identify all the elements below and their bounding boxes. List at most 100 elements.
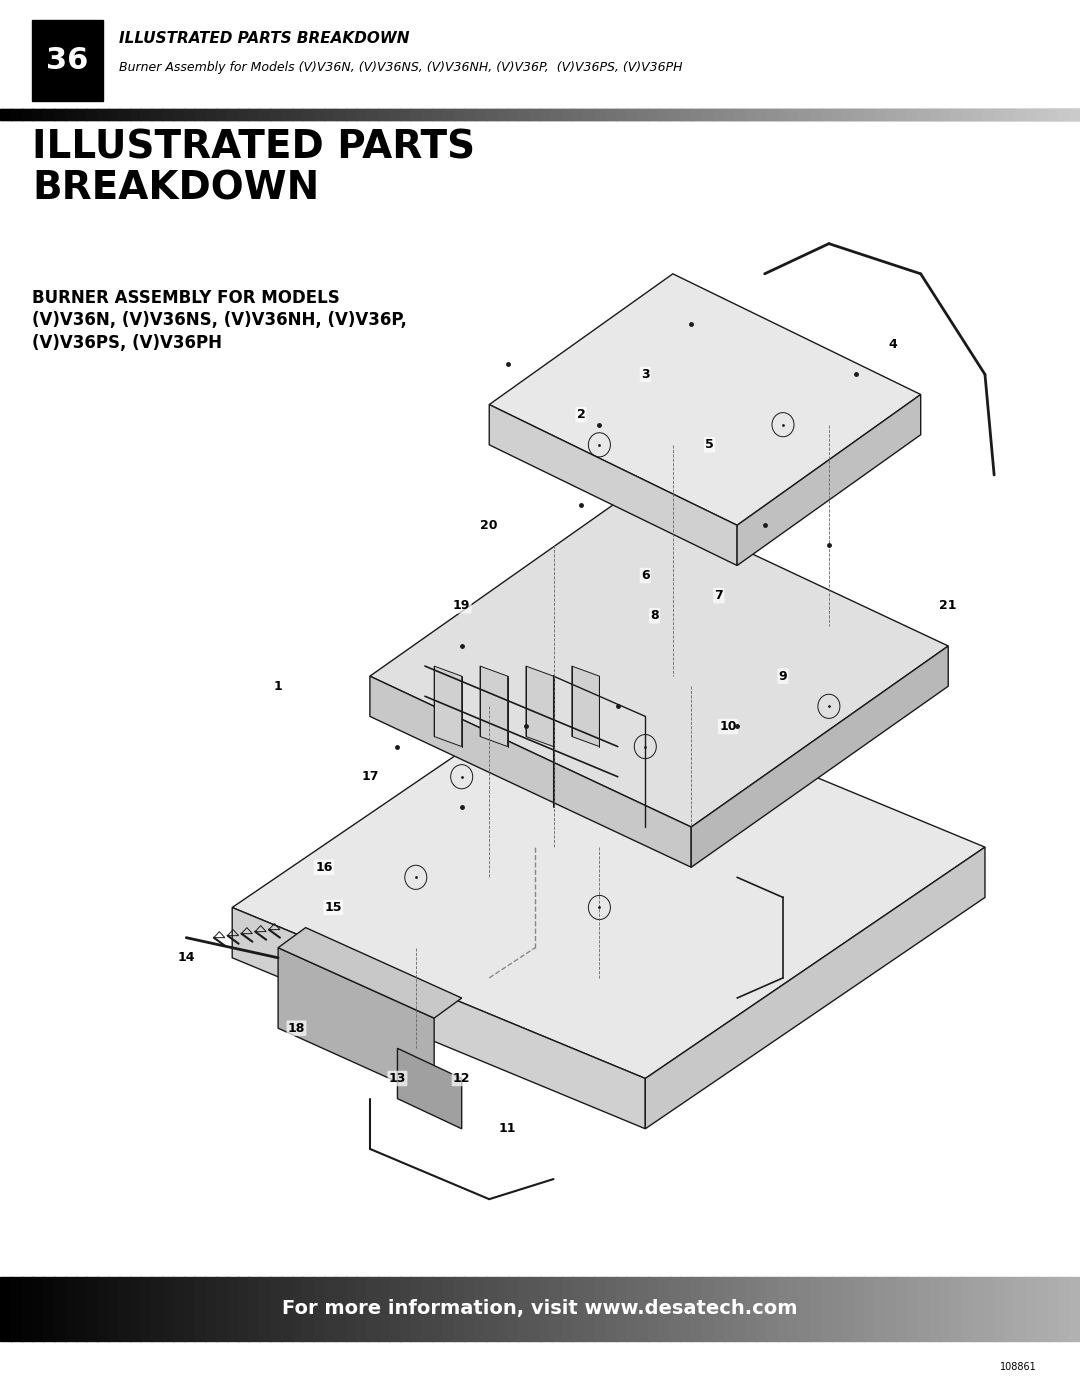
Bar [43,1277,55,1341]
Bar [76,1277,87,1341]
Polygon shape [489,274,920,525]
Bar [842,109,854,120]
Bar [324,1277,336,1341]
Bar [259,109,271,120]
Text: ILLUSTRATED PARTS BREAKDOWN: ILLUSTRATED PARTS BREAKDOWN [119,31,409,46]
Bar [32,20,103,101]
Bar [680,1277,692,1341]
Bar [313,1277,325,1341]
Bar [961,1277,973,1341]
Bar [616,109,627,120]
Bar [43,109,55,120]
Bar [713,109,725,120]
Bar [734,1277,746,1341]
Bar [335,109,347,120]
Bar [832,109,843,120]
Bar [724,109,735,120]
Bar [518,1277,530,1341]
Bar [173,1277,185,1341]
Polygon shape [691,645,948,868]
Bar [551,1277,563,1341]
Polygon shape [434,666,462,746]
Bar [1069,109,1080,120]
Bar [54,1277,66,1341]
Bar [65,109,77,120]
Bar [767,109,779,120]
Bar [821,109,833,120]
Bar [540,109,552,120]
Bar [248,1277,260,1341]
Bar [767,1277,779,1341]
Bar [778,1277,789,1341]
Text: 9: 9 [779,669,787,683]
Bar [270,1277,282,1341]
Bar [583,1277,595,1341]
Text: 11: 11 [499,1122,516,1136]
Bar [832,1277,843,1341]
Bar [238,1277,249,1341]
Bar [799,109,811,120]
Bar [346,1277,357,1341]
Bar [896,109,908,120]
Bar [626,109,638,120]
Bar [421,109,433,120]
Bar [842,1277,854,1341]
Bar [702,109,714,120]
Bar [637,109,649,120]
Bar [886,1277,897,1341]
Bar [875,1277,887,1341]
Bar [529,1277,541,1341]
Bar [853,1277,865,1341]
Bar [281,109,293,120]
Bar [907,109,919,120]
Bar [378,1277,390,1341]
Bar [1015,1277,1027,1341]
Bar [76,109,87,120]
Bar [1004,109,1016,120]
Bar [680,109,692,120]
Bar [950,1277,962,1341]
Text: 20: 20 [481,518,498,532]
Text: 6: 6 [642,569,649,583]
Bar [691,1277,703,1341]
Bar [432,109,444,120]
Bar [432,1277,444,1341]
Bar [540,1277,552,1341]
Bar [173,109,185,120]
Bar [367,109,379,120]
Bar [1069,1277,1080,1341]
Bar [734,109,746,120]
Polygon shape [279,928,462,1018]
Bar [486,1277,498,1341]
Bar [238,109,249,120]
Bar [184,1277,195,1341]
Bar [475,109,487,120]
Bar [11,109,23,120]
Bar [605,109,617,120]
Bar [670,1277,681,1341]
Text: 3: 3 [642,367,649,381]
Bar [216,1277,228,1341]
Bar [756,109,768,120]
Bar [248,109,260,120]
Bar [670,109,681,120]
Bar [281,1277,293,1341]
Bar [896,1277,908,1341]
Bar [454,1277,465,1341]
Bar [875,109,887,120]
Text: BURNER ASSEMBLY FOR MODELS
(V)V36N, (V)V36NS, (V)V36NH, (V)V36P,
(V)V36PS, (V)V3: BURNER ASSEMBLY FOR MODELS (V)V36N, (V)V… [32,289,407,352]
Bar [864,1277,876,1341]
Bar [529,109,541,120]
Text: 10: 10 [719,719,737,733]
Bar [994,1277,1005,1341]
Bar [983,109,995,120]
Bar [302,109,314,120]
Bar [983,1277,995,1341]
Bar [583,109,595,120]
Bar [108,109,120,120]
Bar [637,1277,649,1341]
Text: 36: 36 [46,46,89,74]
Bar [940,109,951,120]
Bar [1015,109,1027,120]
Bar [356,109,368,120]
